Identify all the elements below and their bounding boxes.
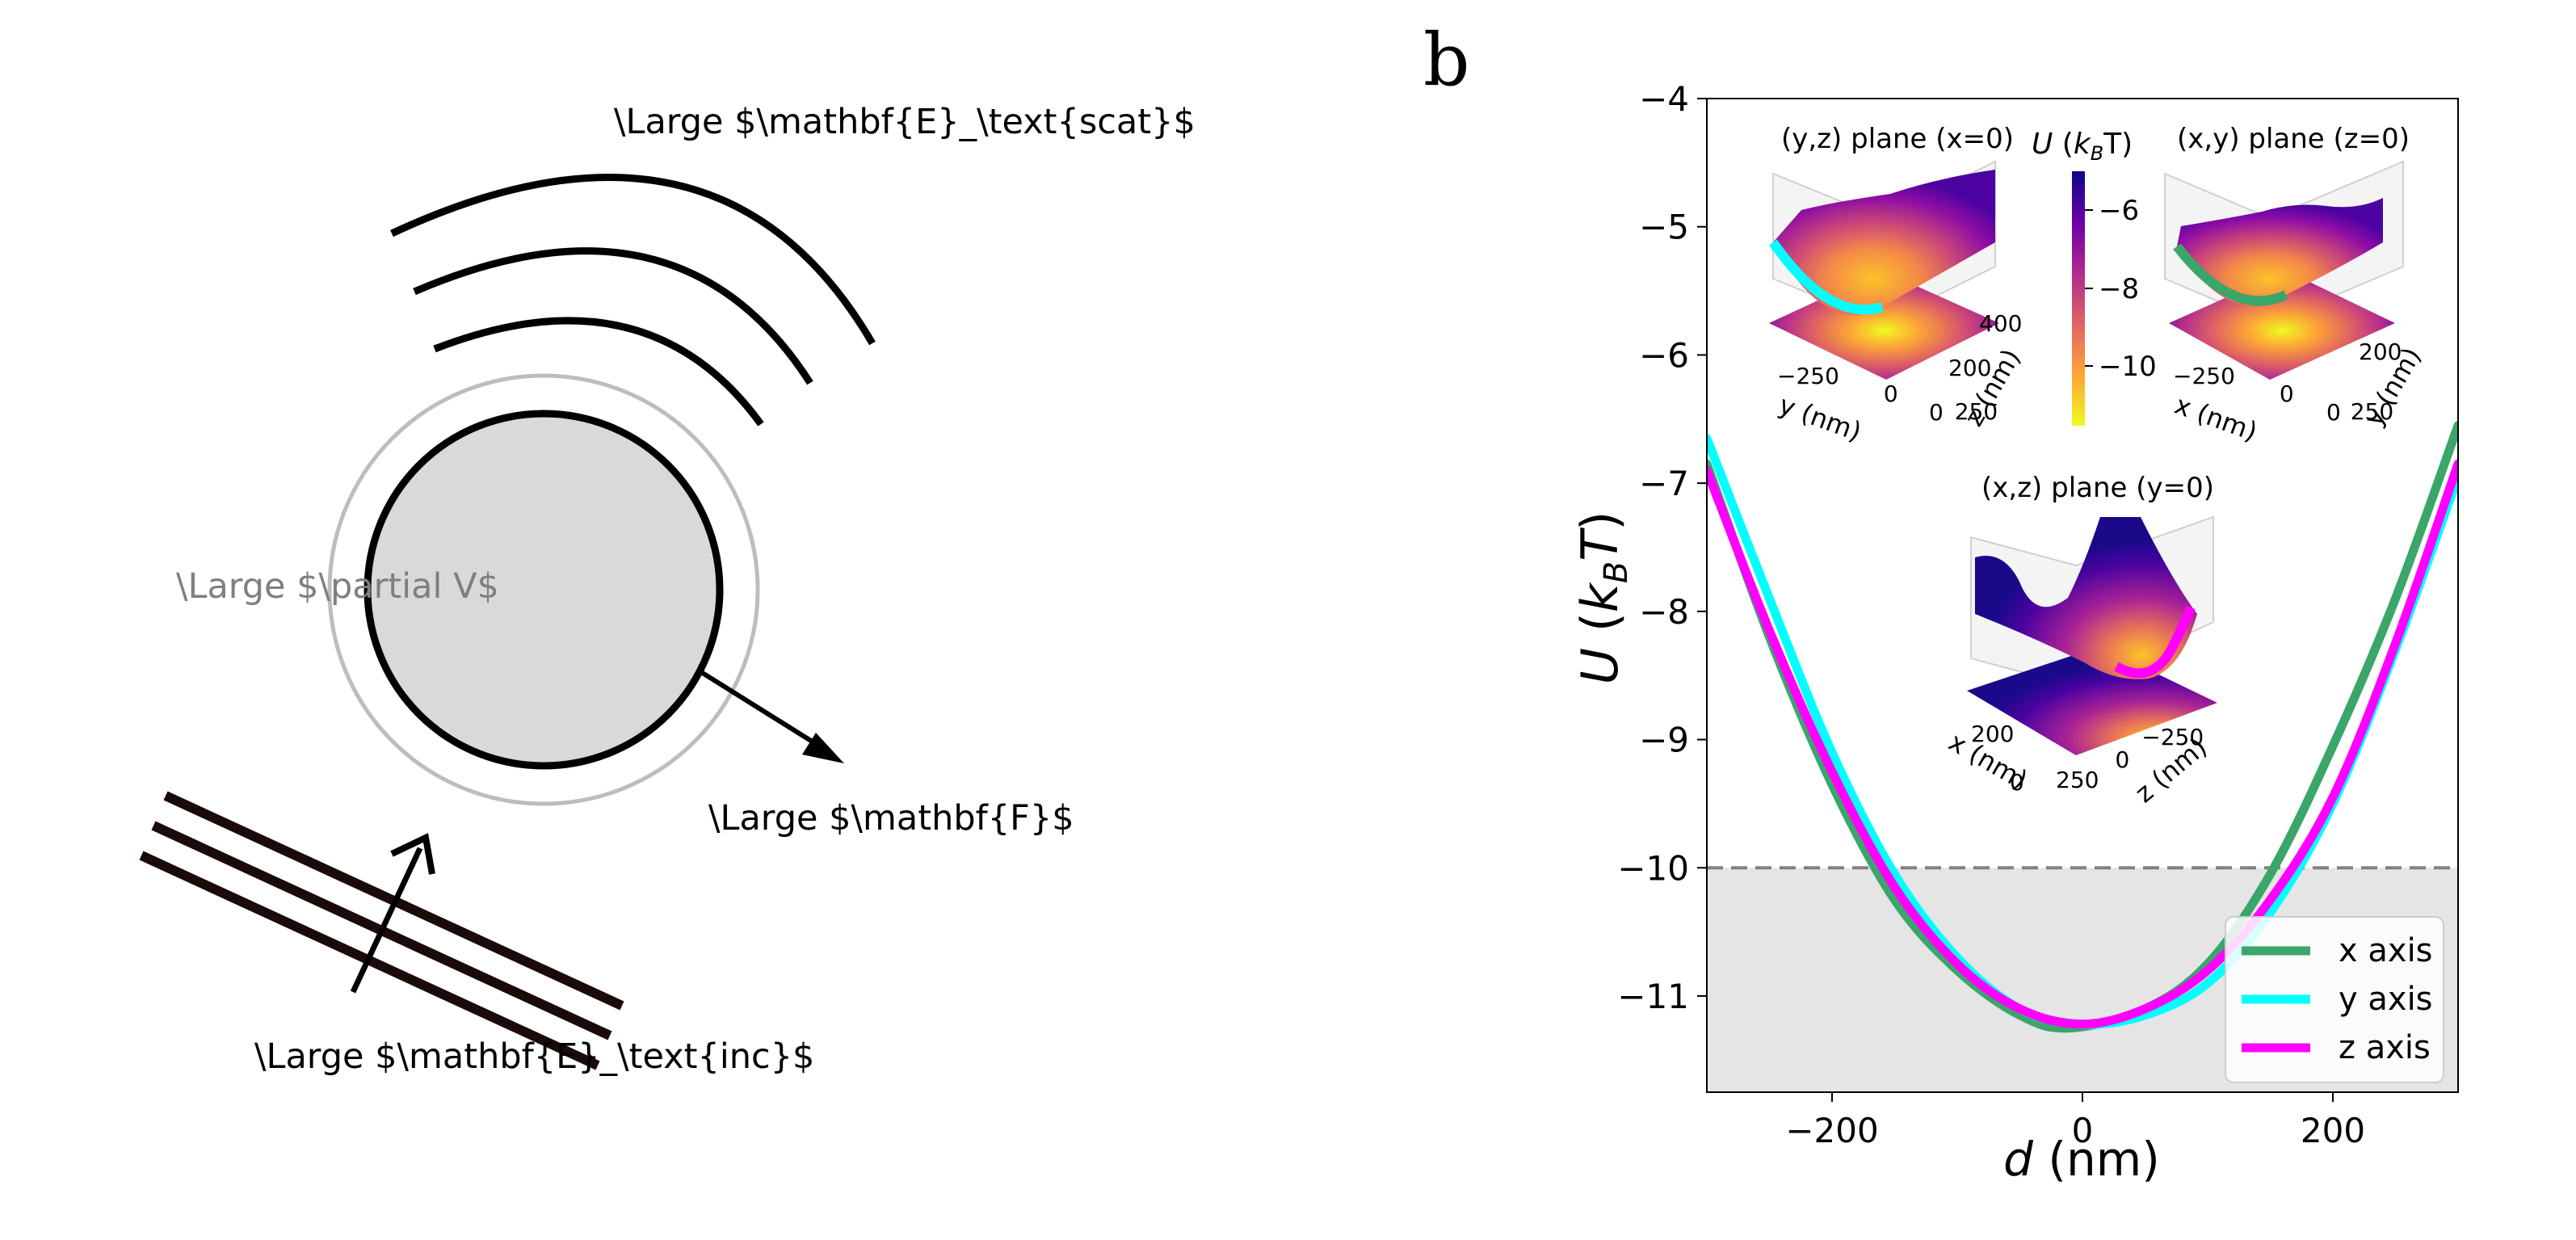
force-arrowhead [802, 733, 844, 763]
inset-xz-xticks: 200 0 [1971, 721, 2024, 796]
incident-arrow [350, 847, 423, 994]
panel-a-schematic: \Large $\mathbf{E}_\text{scat}$ \Large $… [139, 102, 1196, 1077]
particle-circle [363, 410, 724, 770]
y-tick-label: −8 [1639, 592, 1689, 632]
colorbar-ticks: −6 −8 −10 [2085, 195, 2157, 383]
inset-xy-yticks: 0200 [2326, 338, 2402, 426]
y-tick-label: −9 [1639, 721, 1689, 760]
label-e-inc: \Large $\mathbf{E}_\text{inc}$ [254, 1036, 814, 1077]
x-tick-label: 0 [2072, 1111, 2094, 1150]
legend: x axis y axis z axis [2225, 916, 2444, 1083]
inset-xy-title: (x,y) plane (z=0) [2177, 123, 2410, 155]
panel-letter: b [1423, 18, 1470, 103]
x-ticks: −200 0 200 [1785, 1092, 2365, 1150]
inset-xz-surface [1975, 517, 2197, 679]
curves-group [1707, 421, 2458, 1033]
inset-yz-plane: (y,z) plane (x=0) −2500250 y (nm) 020040… [1769, 123, 2027, 448]
x-axis-label: d (nm) [2003, 1132, 2160, 1187]
scattered-wave-arc-3 [433, 317, 764, 427]
label-partial-v: \Large $\partial V$ [176, 566, 499, 607]
inset-xy-green-curve [2173, 243, 2288, 306]
label-force: \Large $\mathbf{F}$ [708, 798, 1074, 839]
inset-xz-plane: (x,z) plane (y=0) 200 0 x (nm) 2500−250 z… [1944, 472, 2217, 809]
series-line-z-axis [1707, 459, 2458, 1029]
y-tick-label: −10 [1617, 848, 1689, 888]
inset-xy-surface [2177, 198, 2383, 306]
force-arrow [700, 670, 826, 751]
inset-xz-title: (x,z) plane (y=0) [1981, 472, 2214, 504]
inset-xz-zticks: 2500−250 [2056, 724, 2204, 793]
panel-b-chart: b −4−5−6−7−8−9−10−11 −200 0 200 d (nm) U (… [1423, 18, 2459, 1187]
inset-xy-plane: (x,y) plane (z=0) −2500250 x (nm) 0200 y… [2164, 123, 2427, 448]
legend-box [2225, 916, 2444, 1083]
legend-label-y: y axis [2339, 981, 2433, 1018]
x-tick-label: −200 [1785, 1111, 1878, 1150]
y-ticks: −4 −5 −6 −7 −8 −9 −10 −11 [1617, 79, 1707, 1016]
y-tick-label: −7 [1639, 464, 1689, 503]
integration-surface-circle [327, 373, 760, 806]
colorbar-tick-2: −8 [2099, 273, 2139, 305]
incident-arrowhead [390, 833, 435, 875]
y-tick-label: −5 [1639, 208, 1689, 247]
colorbar: U (kBT) −6 −8 −10 [2032, 128, 2157, 426]
colorbar-tick-3: −10 [2099, 351, 2157, 383]
inset-xy-xticks: −2500250 [2173, 363, 2393, 425]
y-tick-label: −4 [1639, 79, 1689, 119]
inset-yz-title: (y,z) plane (x=0) [1781, 123, 2014, 155]
inset-yz-zticks: 0200400 [1929, 310, 2022, 426]
y-tick-label: −11 [1617, 977, 1689, 1016]
legend-label-x: x axis [2339, 932, 2433, 969]
inset-yz-surface [1773, 170, 1995, 315]
scattered-wave-arc-2 [413, 247, 813, 385]
inset-yz-cyan-curve [1769, 239, 1884, 315]
legend-label-z: z axis [2339, 1029, 2431, 1066]
scattered-wave-arc-1 [390, 174, 876, 346]
inset-yz-ylabel: y (nm) [1775, 389, 1865, 448]
inset-yz-yticks: −2500250 [1777, 363, 1998, 425]
inset-xy-xlabel: x (nm) [2170, 389, 2261, 448]
inset-xz-magenta-curve [2114, 605, 2196, 679]
x-tick-label: 200 [2301, 1111, 2365, 1150]
y-axis-label: U (kBT) [1570, 511, 1635, 685]
colorbar-tick-1: −6 [2099, 195, 2139, 227]
label-e-scat: \Large $\mathbf{E}_\text{scat}$ [614, 102, 1196, 142]
colorbar-gradient [2072, 171, 2085, 426]
colorbar-label: U (kBT) [2032, 128, 2133, 165]
y-tick-label: −6 [1639, 335, 1689, 375]
